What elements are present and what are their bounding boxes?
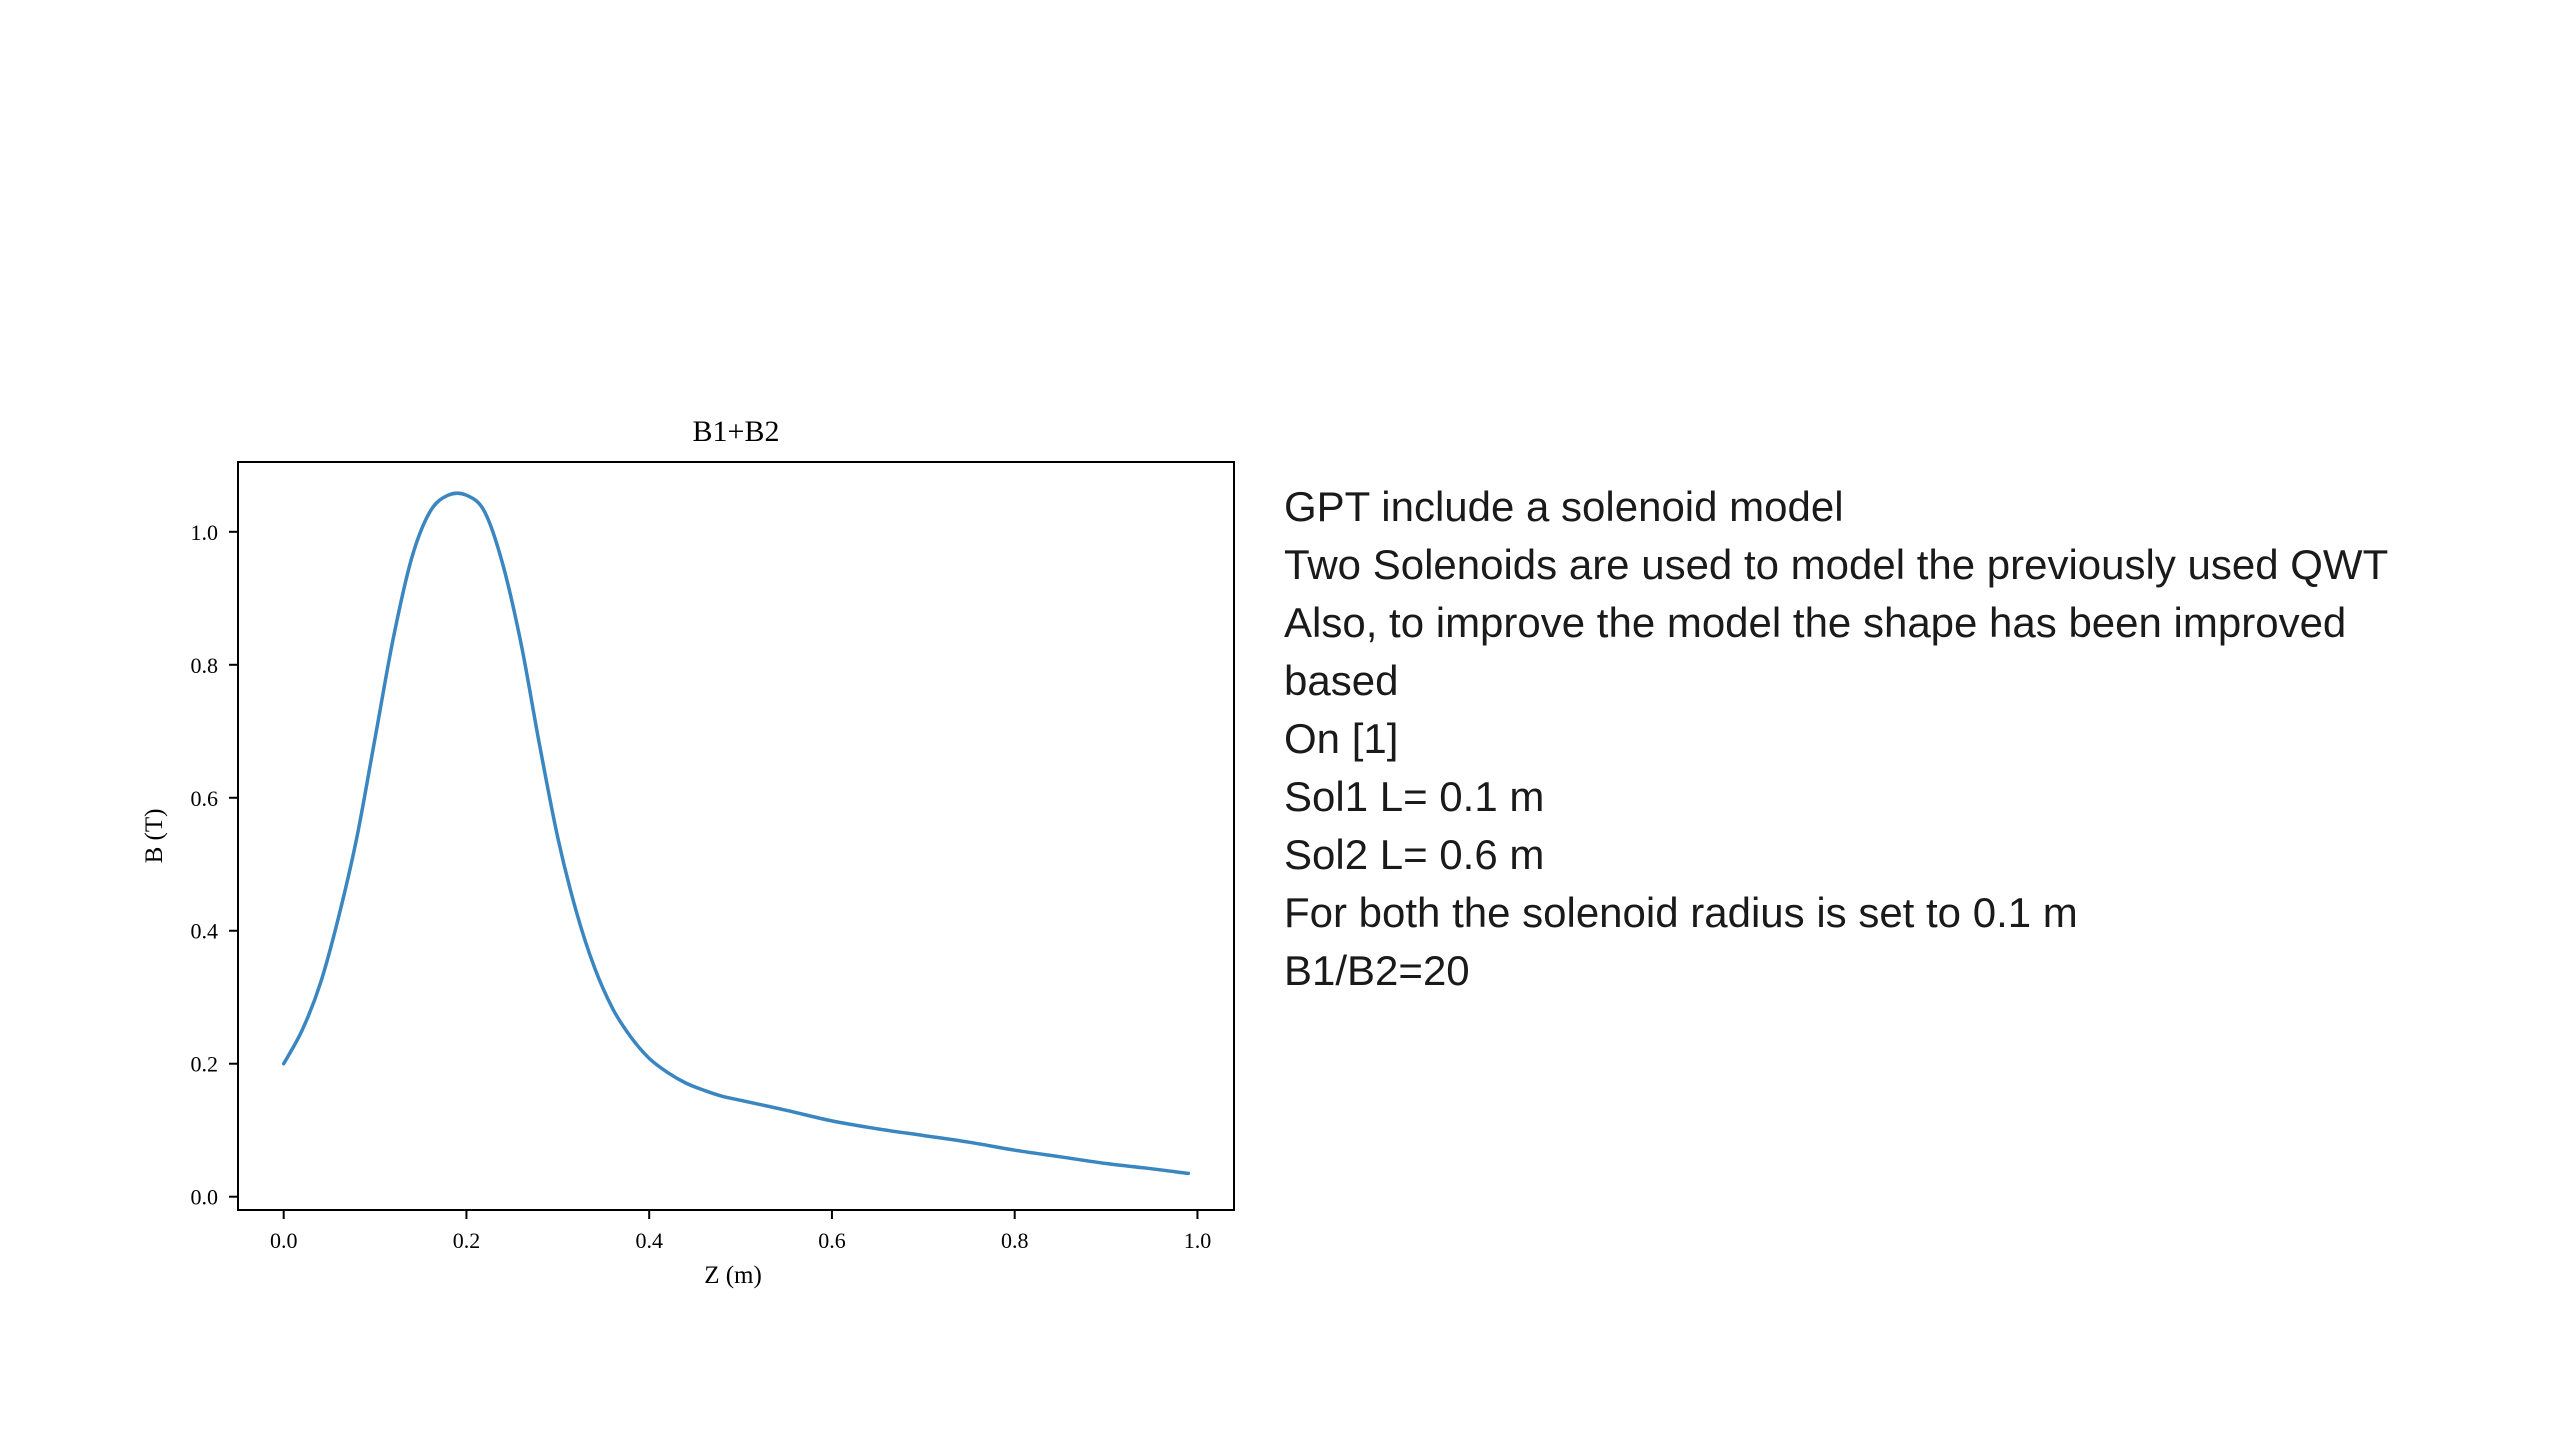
note-line: Also, to improve the model the shape has… xyxy=(1284,599,2347,646)
x-tick-label: 0.2 xyxy=(453,1228,481,1253)
note-line: based xyxy=(1284,657,1399,704)
note-line: Sol1 L= 0.1 m xyxy=(1284,773,1545,820)
x-tick-label: 1.0 xyxy=(1184,1228,1212,1253)
y-tick-label: 0.0 xyxy=(191,1185,219,1210)
note-line: On [1] xyxy=(1284,715,1399,762)
plot-frame xyxy=(237,461,1235,1211)
x-tick-label: 0.0 xyxy=(270,1228,298,1253)
note-line: Two Solenoids are used to model the prev… xyxy=(1284,541,2389,588)
y-tick-label: 0.4 xyxy=(191,919,219,944)
y-tick-label: 0.2 xyxy=(191,1052,219,1077)
y-tick-label: 0.6 xyxy=(191,786,219,811)
note-line: Sol2 L= 0.6 m xyxy=(1284,831,1545,878)
line-chart: B1+B2 0.0 0.2 0.4 0.6 0.8 1.0 0.0 0.2 0.4 0.6 0.8… xyxy=(141,415,1235,1289)
series-line-b1-b2 xyxy=(281,491,1191,1176)
y-tick-label: 0.8 xyxy=(191,653,219,678)
y-tick-label: 1.0 xyxy=(191,520,219,545)
notes-text: GPT include a solenoid model Two Solenoi… xyxy=(1284,478,2524,1000)
note-line: For both the solenoid radius is set to 0… xyxy=(1284,889,2078,936)
note-line: GPT include a solenoid model xyxy=(1284,483,1844,530)
x-axis: 0.0 0.2 0.4 0.6 0.8 1.0 xyxy=(270,1210,1211,1253)
x-tick-label: 0.8 xyxy=(1001,1228,1029,1253)
x-tick-label: 0.4 xyxy=(635,1228,663,1253)
x-axis-label: Z (m) xyxy=(704,1262,762,1289)
x-tick-label: 0.6 xyxy=(818,1228,846,1253)
chart-title: B1+B2 xyxy=(693,415,780,448)
y-axis: 0.0 0.2 0.4 0.6 0.8 1.0 xyxy=(191,520,238,1210)
y-axis-label: B (T) xyxy=(141,809,168,864)
note-line: B1/B2=20 xyxy=(1284,947,1470,994)
